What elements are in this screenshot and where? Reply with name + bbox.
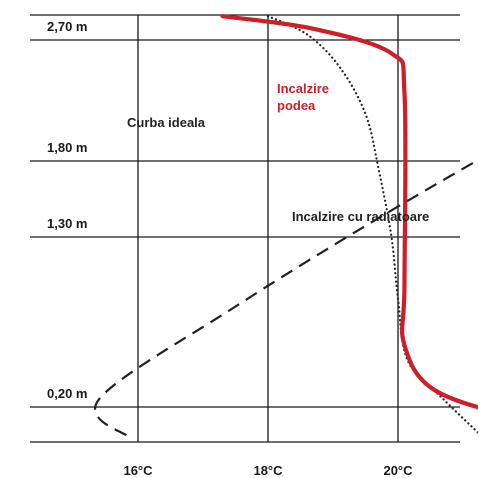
- y-tick-label-1: 1,30 m: [47, 216, 87, 231]
- label-incalzire-cu-radiatoare: Incalzire cu radiatoare: [292, 209, 429, 224]
- label-incalzire-podea-line2: podea: [277, 98, 316, 113]
- series-layer: [94, 14, 478, 440]
- series-line-incalzire-cu-radiatoare: [94, 158, 478, 440]
- label-incalzire-podea-line1: Incalzire: [277, 81, 329, 96]
- x-tick-label-0: 16°C: [123, 463, 153, 478]
- series-line-incalzire-podea: [220, 14, 478, 410]
- y-tick-label-0: 0,20 m: [47, 386, 87, 401]
- series-labels: Incalzire podea Curba ideala Incalzire c…: [127, 81, 429, 224]
- y-tick-label-3: 2,70 m: [47, 19, 87, 34]
- tick-labels: 0,20 m1,30 m1,80 m2,70 m16°C18°C20°C22°C…: [47, 19, 413, 478]
- label-curba-ideala: Curba ideala: [127, 115, 206, 130]
- y-tick-label-2: 1,80 m: [47, 140, 87, 155]
- x-tick-label-1: 18°C: [253, 463, 283, 478]
- x-tick-label-2: 20°C: [383, 463, 413, 478]
- grid: [30, 14, 460, 443]
